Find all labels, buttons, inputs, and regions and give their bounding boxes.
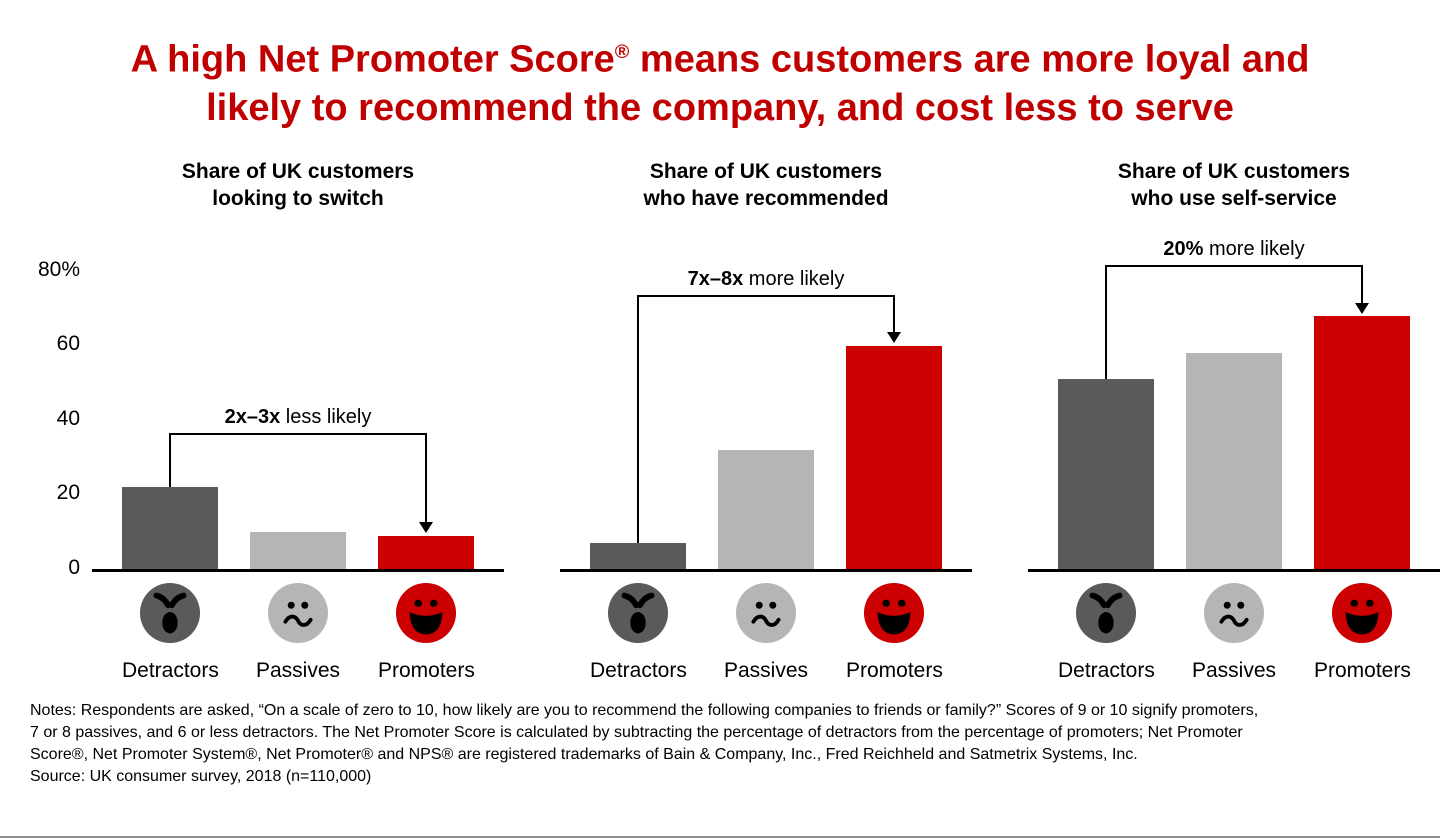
category-label-detractors: Detractors: [122, 658, 219, 682]
category-label-passives: Passives: [255, 658, 341, 682]
page-title: A high Net Promoter Score® means custome…: [0, 28, 1440, 132]
chart-title: Share of UK customers who have recommend…: [643, 159, 889, 210]
detractor-angry-face-icon: [607, 582, 669, 644]
bar-detractors: [590, 542, 686, 569]
bar-passives: [250, 531, 346, 569]
category-label-detractors: Detractors: [590, 658, 687, 682]
category-label-promoters: Promoters: [1314, 658, 1411, 682]
promoter-happy-face-icon: [395, 582, 457, 644]
bar-passives: [1186, 352, 1282, 569]
notes-line: Score®, Net Promoter System®, Net Promot…: [30, 745, 1138, 763]
category-label-promoters: Promoters: [378, 658, 475, 682]
passive-neutral-face-icon: [1203, 582, 1265, 644]
charts-area: 80% 60 40 20 0 Share of UK customers loo…: [0, 158, 1440, 684]
y-tick-label: 20: [56, 481, 80, 505]
annotation-bracket-line: [1105, 265, 1363, 268]
detractor-angry-face-icon: [139, 582, 201, 644]
faces-row: [92, 582, 504, 644]
chart-title: Share of UK customers looking to switch: [181, 159, 415, 210]
bar-promoters: [1314, 315, 1410, 569]
faces-row: [560, 582, 972, 644]
registered-mark: ®: [614, 41, 630, 63]
bar-passives: [718, 449, 814, 569]
passive-neutral-face-icon: [267, 582, 329, 644]
notes-line: 7 or 8 passives, and 6 or less detractor…: [30, 723, 1243, 741]
bar-promoters: [846, 345, 942, 569]
chart-title: Share of UK customers who use self-servi…: [1117, 159, 1351, 210]
category-label-detractors: Detractors: [1058, 658, 1155, 682]
chart-panel-have-recommended: Share of UK customers who have recommend…: [560, 158, 972, 684]
title-line-1: A high Net Promoter Score® means custome…: [130, 38, 1310, 81]
chart-panel-looking-to-switch: Share of UK customers looking to switch …: [92, 158, 504, 684]
annotation-arrowhead-icon: [419, 522, 433, 534]
category-labels: Detractors Passives Promoters: [92, 658, 504, 684]
notes-line: Notes: Respondents are asked, “On a scal…: [30, 701, 1259, 719]
faces-row: [1028, 582, 1440, 644]
bar-plot: 7x–8x more likely: [560, 260, 972, 572]
notes: Notes: Respondents are asked, “On a scal…: [30, 700, 1440, 788]
annotation-bracket-line: [425, 434, 427, 524]
category-labels: Detractors Passives Promoters: [1028, 658, 1440, 684]
category-labels: Detractors Passives Promoters: [560, 658, 972, 684]
bar-plot: 20% more likely: [1028, 238, 1440, 572]
annotation-arrowhead-icon: [1355, 302, 1369, 314]
detractor-angry-face-icon: [1075, 582, 1137, 644]
slide: A high Net Promoter Score® means custome…: [0, 28, 1440, 838]
bar-plot: 2x–3x less likely: [92, 260, 504, 572]
y-tick-label: 60: [56, 332, 80, 356]
annotation-bracket-line: [637, 297, 639, 543]
bar-detractors: [1058, 378, 1154, 569]
y-tick-label: 80%: [37, 258, 80, 282]
annotation-bracket-line: [1361, 267, 1363, 304]
source-line: Source: UK consumer survey, 2018 (n=110,…: [30, 767, 372, 785]
y-tick-label: 0: [68, 555, 80, 579]
annotation-label: 7x–8x more likely: [687, 268, 845, 291]
category-label-passives: Passives: [723, 658, 809, 682]
category-label-promoters: Promoters: [846, 658, 943, 682]
annotation-label: 20% more likely: [1163, 238, 1305, 261]
annotation-bracket-line: [169, 432, 427, 435]
annotation-arrowhead-icon: [887, 332, 901, 344]
annotation-bracket-line: [893, 297, 895, 334]
promoter-happy-face-icon: [1331, 582, 1393, 644]
category-label-passives: Passives: [1191, 658, 1277, 682]
promoter-happy-face-icon: [863, 582, 925, 644]
title-line-2: likely to recommend the company, and cos…: [206, 86, 1234, 129]
y-tick-label: 40: [56, 406, 80, 430]
annotation-bracket-line: [169, 434, 171, 487]
annotation-bracket-line: [1105, 267, 1107, 379]
passive-neutral-face-icon: [735, 582, 797, 644]
chart-panel-self-service: Share of UK customers who use self-servi…: [1028, 158, 1440, 684]
bar-detractors: [122, 486, 218, 569]
annotation-label: 2x–3x less likely: [224, 405, 372, 428]
y-axis: 80% 60 40 20 0: [0, 258, 80, 579]
bar-promoters: [378, 535, 474, 569]
annotation-bracket-line: [637, 295, 895, 298]
